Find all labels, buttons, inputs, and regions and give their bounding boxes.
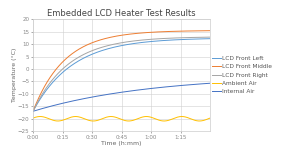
Internal Air <box>208 82 212 84</box>
LCD Front Middle <box>204 30 208 32</box>
Ambient Air <box>116 117 120 119</box>
Ambient Air <box>137 117 141 119</box>
LCD Front Right <box>136 40 140 41</box>
Ambient Air <box>74 116 77 117</box>
LCD Front Right <box>208 36 212 38</box>
Legend: LCD Front Left, LCD Front Middle, LCD Front Right, Ambient Air, Internal Air: LCD Front Left, LCD Front Middle, LCD Fr… <box>212 56 272 94</box>
LCD Front Middle <box>115 35 119 37</box>
LCD Front Right <box>127 41 130 43</box>
Internal Air <box>136 89 140 91</box>
LCD Front Middle <box>176 30 180 32</box>
Title: Embedded LCD Heater Test Results: Embedded LCD Heater Test Results <box>47 9 196 18</box>
Ambient Air <box>128 120 131 122</box>
LCD Front Left <box>31 110 35 112</box>
Line: LCD Front Right: LCD Front Right <box>33 37 210 111</box>
Internal Air <box>31 110 35 112</box>
Line: LCD Front Middle: LCD Front Middle <box>33 31 210 111</box>
Ambient Air <box>117 117 121 119</box>
Ambient Air <box>205 119 208 120</box>
LCD Front Right <box>31 110 35 112</box>
Internal Air <box>116 92 120 94</box>
Ambient Air <box>56 120 60 122</box>
LCD Front Middle <box>116 35 120 37</box>
Ambient Air <box>208 117 212 119</box>
Internal Air <box>176 85 180 87</box>
Line: LCD Front Left: LCD Front Left <box>33 39 210 111</box>
LCD Front Left <box>204 38 208 40</box>
Ambient Air <box>31 117 35 119</box>
LCD Front Right <box>176 37 180 39</box>
Internal Air <box>127 90 130 92</box>
X-axis label: Time (h:mm): Time (h:mm) <box>101 141 142 146</box>
Y-axis label: Temperature (°C): Temperature (°C) <box>11 48 16 102</box>
Line: Ambient Air: Ambient Air <box>33 116 210 121</box>
LCD Front Right <box>204 36 208 38</box>
LCD Front Middle <box>31 110 35 112</box>
Ambient Air <box>177 116 181 118</box>
LCD Front Left <box>116 45 120 47</box>
LCD Front Middle <box>208 30 212 32</box>
LCD Front Left <box>127 43 130 45</box>
LCD Front Middle <box>127 33 130 35</box>
LCD Front Left <box>176 39 180 41</box>
Line: Internal Air: Internal Air <box>33 83 210 111</box>
Internal Air <box>204 83 208 84</box>
LCD Front Middle <box>136 32 140 34</box>
LCD Front Right <box>115 43 119 44</box>
LCD Front Left <box>115 46 119 48</box>
LCD Front Left <box>208 38 212 40</box>
LCD Front Left <box>136 42 140 44</box>
LCD Front Right <box>116 42 120 44</box>
Internal Air <box>115 92 119 94</box>
